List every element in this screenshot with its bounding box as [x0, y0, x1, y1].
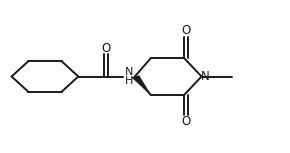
Text: O: O [101, 42, 110, 55]
Text: N
H: N H [125, 67, 133, 86]
Text: O: O [181, 24, 190, 37]
Text: O: O [181, 115, 190, 128]
Text: N: N [201, 70, 210, 82]
Polygon shape [132, 76, 151, 95]
